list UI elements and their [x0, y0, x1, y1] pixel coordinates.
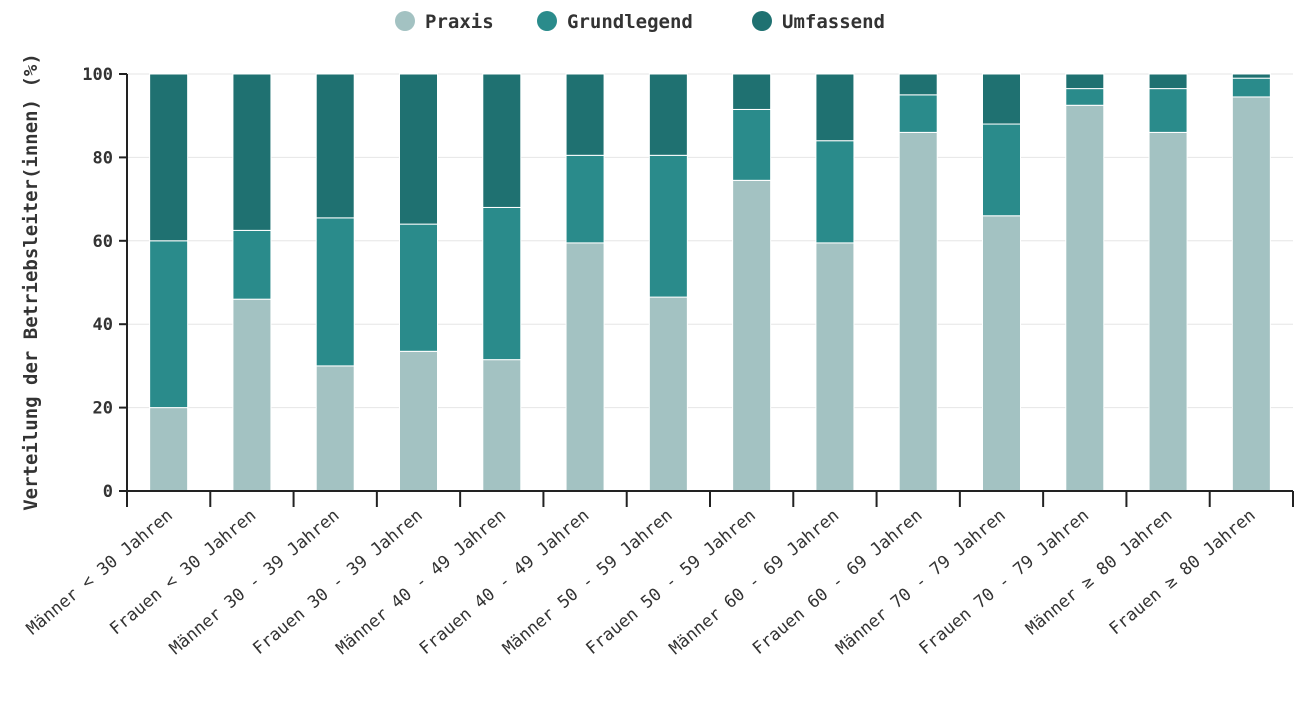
y-tick-label: 40 [93, 315, 113, 335]
legend-label-umfassend: Umfassend [782, 11, 885, 33]
bar-segment-praxis [482, 359, 522, 492]
y-tick-label: 60 [93, 232, 113, 252]
bar-segment-grundlegend [898, 94, 938, 133]
bar-segment-umfassend [482, 73, 522, 208]
bar-segment-umfassend [232, 73, 272, 231]
bar-segment-praxis [565, 242, 605, 492]
x-tick-label: Frauen 40 - 49 Jahren [416, 506, 594, 659]
y-tick-label: 100 [82, 65, 113, 85]
bar-segment-grundlegend [565, 154, 605, 244]
bar-segment-praxis [732, 179, 772, 492]
bar-segment-umfassend [565, 73, 605, 156]
legend-label-grundlegend: Grundlegend [567, 11, 693, 33]
x-tick-label: Männer 30 - 39 Jahren [166, 506, 344, 659]
bar-segment-umfassend [1231, 73, 1271, 79]
grid-lines [127, 73, 1293, 492]
bar-segment-umfassend [315, 73, 355, 219]
bar-segment-umfassend [732, 73, 772, 110]
bar-segment-grundlegend [232, 229, 272, 300]
bar-segment-umfassend [1065, 73, 1105, 90]
bar-segment-praxis [898, 131, 938, 492]
legend-label-praxis: Praxis [425, 11, 494, 33]
y-tick-label: 80 [93, 148, 113, 168]
x-tick-label: Frauen < 30 Jahren [106, 506, 260, 640]
bar-segment-grundlegend [982, 123, 1021, 217]
bar-segment-grundlegend [1148, 88, 1188, 133]
x-tick-label: Frauen ≥ 80 Jahren [1106, 506, 1260, 640]
x-tick-label: Männer 50 - 59 Jahren [499, 506, 677, 659]
bar-segment-praxis [1231, 96, 1271, 492]
bars [149, 73, 1271, 492]
bar-segment-praxis [149, 407, 189, 492]
bar-segment-praxis [982, 215, 1021, 492]
y-axis-title: Verteilung der Betriebsleiter(innen) (%) [20, 53, 42, 511]
x-tick-label: Frauen 70 - 79 Jahren [915, 506, 1093, 659]
x-tick-label: Frauen 60 - 69 Jahren [749, 506, 927, 659]
bar-segment-umfassend [149, 73, 189, 242]
bar-segment-umfassend [982, 73, 1021, 125]
bar-segment-praxis [648, 296, 688, 492]
x-tick-label: Männer ≥ 80 Jahren [1022, 506, 1176, 640]
bar-segment-grundlegend [648, 154, 688, 298]
bar-segment-grundlegend [315, 217, 355, 367]
bar-segment-praxis [232, 298, 272, 492]
bar-segment-praxis [1148, 131, 1188, 492]
x-tick-label: Männer 60 - 69 Jahren [666, 506, 844, 659]
bar-segment-praxis [815, 242, 855, 492]
bar-segment-umfassend [898, 73, 938, 96]
bar-segment-grundlegend [815, 140, 855, 244]
bar-segment-grundlegend [732, 108, 772, 181]
bar-segment-umfassend [648, 73, 688, 156]
legend-marker-umfassend [752, 11, 772, 31]
y-tick-label: 0 [103, 482, 113, 502]
x-tick-label: Männer 40 - 49 Jahren [332, 506, 510, 659]
bar-segment-praxis [1065, 104, 1105, 492]
bar-segment-umfassend [399, 73, 438, 225]
legend-marker-praxis [395, 11, 415, 31]
y-tick-label: 20 [93, 399, 113, 419]
bar-segment-grundlegend [1231, 77, 1271, 98]
x-tick-label: Männer < 30 Jahren [23, 506, 177, 640]
legend: Praxis Grundlegend Umfassend [395, 11, 885, 33]
bar-segment-grundlegend [399, 223, 438, 352]
bar-segment-grundlegend [1065, 88, 1105, 106]
x-tick-label: Frauen 50 - 59 Jahren [582, 506, 760, 659]
bar-segment-grundlegend [482, 206, 522, 361]
bar-segment-umfassend [1148, 73, 1188, 90]
bar-segment-umfassend [815, 73, 855, 142]
bar-segment-praxis [399, 350, 438, 492]
legend-marker-grundlegend [537, 11, 557, 31]
bar-segment-grundlegend [149, 240, 189, 409]
x-tick-label: Frauen 30 - 39 Jahren [249, 506, 427, 659]
bar-segment-praxis [315, 365, 355, 492]
x-tick-label: Männer 70 - 79 Jahren [832, 506, 1010, 659]
